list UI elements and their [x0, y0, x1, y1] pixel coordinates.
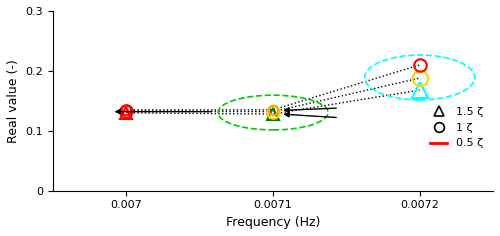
X-axis label: Frequency (Hz): Frequency (Hz) [226, 216, 320, 229]
Y-axis label: Real value (-): Real value (-) [7, 59, 20, 143]
Legend: 1.5 ζ, 1 ζ, 0.5 ζ: 1.5 ζ, 1 ζ, 0.5 ζ [426, 103, 488, 153]
